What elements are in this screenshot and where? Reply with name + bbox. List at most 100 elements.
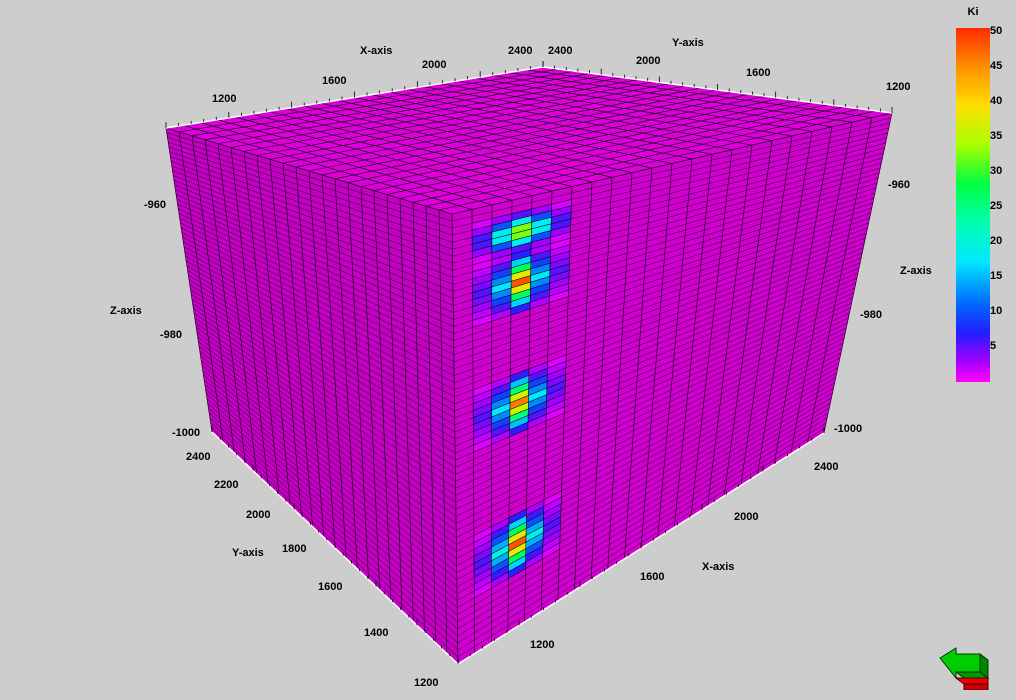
grid-line xyxy=(172,170,453,278)
grid-line xyxy=(203,374,458,580)
grid-line xyxy=(198,341,457,531)
grid-line xyxy=(173,175,454,285)
grid-line xyxy=(455,292,854,468)
grid-line xyxy=(308,89,718,172)
grid-line xyxy=(201,365,457,566)
grid-line xyxy=(457,412,829,637)
grid-line xyxy=(455,302,852,482)
grid-line xyxy=(405,88,733,151)
left-y-tick: 1400 xyxy=(364,627,388,639)
grid-line xyxy=(191,298,456,468)
grid-line xyxy=(177,203,454,327)
grid-line xyxy=(170,161,453,264)
top-y-tick: 2000 xyxy=(636,55,660,67)
grid-line xyxy=(184,251,455,397)
grid-line xyxy=(454,227,868,376)
anomaly-cells xyxy=(471,199,572,599)
grid-line xyxy=(170,156,453,257)
legend-tick: 25 xyxy=(990,200,1003,212)
grid-line xyxy=(192,303,456,475)
grid-line xyxy=(455,307,851,489)
grid-line xyxy=(181,227,455,362)
top-y-tick: 1200 xyxy=(886,81,910,93)
left-face xyxy=(165,127,459,665)
grid-line xyxy=(456,342,844,538)
grid-line xyxy=(186,260,455,412)
grid-line xyxy=(386,102,813,195)
grid-line xyxy=(186,265,455,419)
grid-line xyxy=(171,165,453,271)
grid-line xyxy=(189,284,456,447)
grid-line xyxy=(210,422,458,651)
grid-line xyxy=(455,322,848,510)
grid-line xyxy=(174,184,454,299)
grid-line xyxy=(440,83,773,141)
grid-line xyxy=(183,241,455,383)
grid-line xyxy=(211,427,459,658)
orientation-arrow-icon[interactable] xyxy=(936,644,992,690)
grid-line xyxy=(188,275,456,433)
grid-line xyxy=(182,237,455,376)
left-y-tick: 1600 xyxy=(318,581,342,593)
grid-line xyxy=(457,402,831,622)
grid-line xyxy=(185,256,455,405)
legend-tick: 15 xyxy=(990,270,1003,282)
grid-line xyxy=(454,232,867,383)
legend-title: Ki xyxy=(967,6,979,18)
grid-line xyxy=(198,346,457,538)
left-z-tick: -980 xyxy=(160,329,182,341)
grid-line xyxy=(194,317,456,496)
grid-line xyxy=(209,417,458,644)
grid-line xyxy=(457,80,793,137)
color-legend: Ki 50 45 40 35 30 25 20 15 10 5 xyxy=(956,6,1016,382)
grid-line xyxy=(334,93,750,180)
grid-line xyxy=(206,393,458,608)
grid-line xyxy=(201,360,457,559)
legend-tick: 30 xyxy=(990,165,1003,177)
grid-line xyxy=(347,95,766,184)
grid-line xyxy=(455,312,850,496)
grid-line xyxy=(208,412,458,637)
grid-line xyxy=(173,180,454,292)
grid-line xyxy=(203,379,458,587)
grid-line xyxy=(457,417,828,644)
left-z-tick: -960 xyxy=(144,199,166,211)
grid-line xyxy=(179,218,454,348)
grid-line xyxy=(187,270,455,426)
grid-line xyxy=(191,294,456,461)
left-y-axis-title: Y-axis xyxy=(232,547,264,559)
grid-line xyxy=(197,336,457,524)
grid-line xyxy=(168,142,453,236)
grid-line xyxy=(453,202,873,341)
grid-line xyxy=(169,151,453,250)
left-y-tick: 1200 xyxy=(414,677,438,689)
grid-line xyxy=(188,279,456,440)
top-x-tick: 1200 xyxy=(212,93,236,105)
grid-line xyxy=(373,100,797,191)
grid-line xyxy=(456,332,846,524)
legend-tick: 10 xyxy=(990,305,1003,317)
grid-line xyxy=(425,108,861,207)
grid-line xyxy=(453,212,871,355)
grid-line xyxy=(525,69,873,118)
grid-line xyxy=(196,332,457,517)
top-y-tick: 1600 xyxy=(746,67,770,79)
grid-line xyxy=(166,132,453,222)
grid-line xyxy=(205,389,458,601)
anomaly-cell xyxy=(548,289,569,304)
grid-line xyxy=(455,327,847,517)
grid-line xyxy=(193,308,456,482)
left-z-tick: -1000 xyxy=(172,427,200,439)
grid-line xyxy=(508,72,853,123)
grid-line xyxy=(167,137,453,229)
legend-tick: 35 xyxy=(990,130,1003,142)
grid-line xyxy=(422,86,753,146)
grid-line xyxy=(176,199,454,320)
grid-line xyxy=(178,213,454,341)
top-x-tick: 1600 xyxy=(322,75,346,87)
grid-line xyxy=(455,297,853,475)
grid-line xyxy=(457,397,832,615)
grid-line xyxy=(438,110,877,211)
